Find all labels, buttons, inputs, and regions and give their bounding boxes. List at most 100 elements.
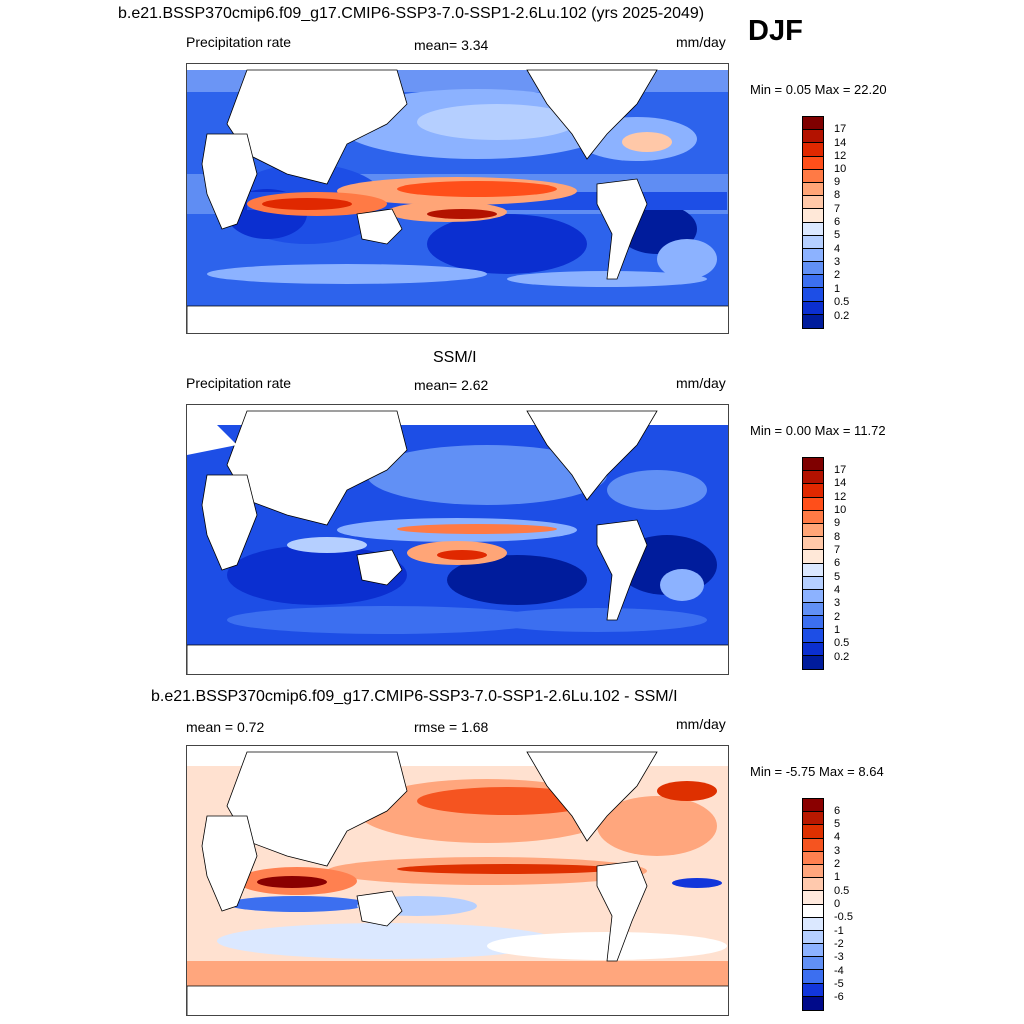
colorbar-segment: [803, 248, 823, 263]
colorbar-segment: [803, 812, 823, 826]
panel3-tick: -6: [834, 991, 844, 1003]
panel2-tick: 0.5: [834, 637, 850, 649]
colorbar-segment: [803, 864, 823, 879]
colorbar-segment: [803, 550, 823, 564]
panel2-tick: 8: [834, 531, 841, 543]
panel2-tick: 1: [834, 624, 841, 636]
panel2-title: SSM/I: [433, 349, 477, 366]
panel1-tick: 7: [834, 203, 841, 215]
panel3-tick: 0.5: [834, 885, 850, 897]
panel1-map: [186, 63, 729, 334]
colorbar-segment: [803, 196, 823, 210]
panel3-tick: 4: [834, 831, 841, 843]
colorbar-segment: [803, 904, 823, 918]
colorbar-segment: [803, 996, 823, 1010]
colorbar-segment: [803, 301, 823, 315]
colorbar-segment: [803, 825, 823, 839]
panel2-units: mm/day: [676, 375, 726, 391]
panel2-colorbar-segments: [803, 458, 823, 669]
panel2-tick: 5: [834, 571, 841, 583]
colorbar-segment: [803, 262, 823, 276]
panel1-tick: 3: [834, 256, 841, 268]
panel1-tick: 0.2: [834, 310, 850, 322]
panel1-mean: mean= 3.34: [414, 37, 489, 53]
panel3-tick: -1: [834, 925, 844, 937]
panel2-tick: 17: [834, 464, 847, 476]
panel1-colorbar-segments: [803, 117, 823, 328]
panel3-tick: -3: [834, 951, 844, 963]
panel2-tick: 9: [834, 517, 841, 529]
panel3-colorbar-segments: [803, 799, 823, 1010]
colorbar-segment: [803, 957, 823, 971]
panel3-tick: -0.5: [834, 911, 853, 923]
colorbar-segment: [803, 497, 823, 511]
colorbar-segment: [803, 458, 823, 472]
panel2-tick: 6: [834, 557, 841, 569]
panel1-tick: 8: [834, 189, 841, 201]
panel2-map: [186, 404, 729, 675]
colorbar-segment: [803, 288, 823, 302]
colorbar-segment: [803, 523, 823, 538]
panel3-field: [187, 751, 728, 1015]
panel3-units: mm/day: [676, 716, 726, 732]
colorbar-segment: [803, 917, 823, 931]
panel1-tick: 5: [834, 229, 841, 241]
panel3-tick: -4: [834, 965, 844, 977]
colorbar-segment: [803, 169, 823, 183]
colorbar-segment: [803, 209, 823, 223]
colorbar-segment: [803, 537, 823, 551]
colorbar-segment: [803, 143, 823, 157]
colorbar-segment: [803, 484, 823, 498]
panel1-variable-label: Precipitation rate: [186, 34, 292, 50]
colorbar-segment: [803, 275, 823, 289]
panel2-colorbar: [802, 457, 824, 670]
panel1-units: mm/day: [676, 34, 726, 50]
panel2-field: [187, 410, 728, 674]
panel2-tick: 7: [834, 544, 841, 556]
colorbar-segment: [803, 838, 823, 852]
panel3-tick: 2: [834, 858, 841, 870]
panel1-tick: 0.5: [834, 296, 850, 308]
colorbar-segment: [803, 851, 823, 865]
colorbar-segment: [803, 878, 823, 892]
panel2-tick: 3: [834, 597, 841, 609]
colorbar-segment: [803, 156, 823, 170]
panel3-tick: 5: [834, 818, 841, 830]
colorbar-segment: [803, 603, 823, 617]
panel2-tick: 14: [834, 477, 847, 489]
panel1-tick: 10: [834, 163, 847, 175]
colorbar-segment: [803, 616, 823, 630]
season-label: DJF: [748, 15, 803, 47]
panel2-variable-label: Precipitation rate: [186, 375, 292, 391]
colorbar-segment: [803, 589, 823, 604]
panel3-tick: -2: [834, 938, 844, 950]
colorbar-segment: [803, 130, 823, 144]
panel2-tick: 4: [834, 584, 841, 596]
panel1-title: b.e21.BSSP370cmip6.f09_g17.CMIP6-SSP3-7.…: [118, 5, 705, 22]
panel2-mean: mean= 2.62: [414, 377, 489, 393]
colorbar-segment: [803, 629, 823, 643]
panel1-tick: 1: [834, 283, 841, 295]
panel2-tick: 0.2: [834, 651, 850, 663]
panel3-tick: -5: [834, 978, 844, 990]
panel1-field: [187, 69, 728, 333]
panel3-title: b.e21.BSSP370cmip6.f09_g17.CMIP6-SSP3-7.…: [151, 688, 678, 705]
colorbar-segment: [803, 182, 823, 197]
colorbar-segment: [803, 471, 823, 485]
panel3-tick: 6: [834, 805, 841, 817]
colorbar-segment: [803, 510, 823, 524]
panel2-tick: 10: [834, 504, 847, 516]
colorbar-segment: [803, 799, 823, 813]
colorbar-segment: [803, 563, 823, 577]
colorbar-segment: [803, 655, 823, 669]
colorbar-segment: [803, 235, 823, 249]
colorbar-segment: [803, 117, 823, 131]
panel1-tick: 9: [834, 176, 841, 188]
panel1-minmax: Min = 0.05 Max = 22.20: [750, 82, 887, 97]
panel2-tick: 2: [834, 611, 841, 623]
colorbar-segment: [803, 970, 823, 984]
panel1-tick: 17: [834, 123, 847, 135]
panel1-tick: 14: [834, 137, 847, 149]
colorbar-segment: [803, 576, 823, 590]
colorbar-segment: [803, 944, 823, 958]
